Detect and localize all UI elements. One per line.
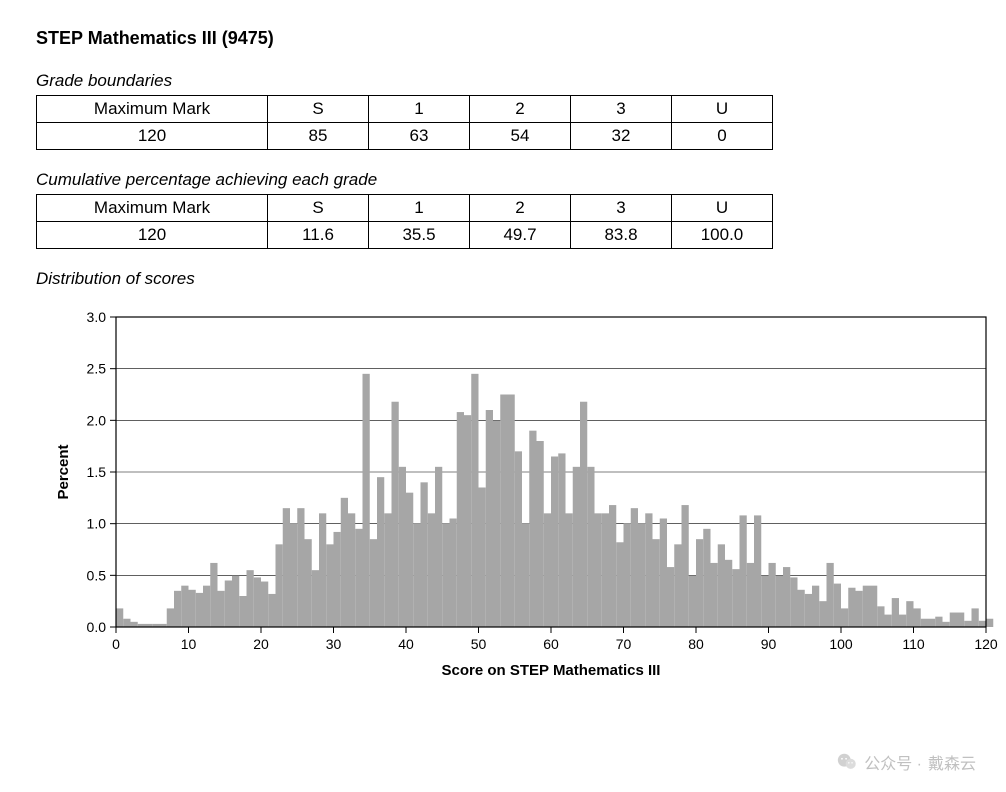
table-cell: Maximum Mark <box>37 195 268 222</box>
histogram-chart: 01020304050607080901001101200.00.51.01.5… <box>36 307 970 687</box>
grade-boundaries-table: Maximum Mark S 1 2 3 U 120 85 63 54 32 0 <box>36 95 773 150</box>
page-title: STEP Mathematics III (9475) <box>36 28 970 49</box>
svg-text:0.5: 0.5 <box>87 567 107 583</box>
table-cell: 83.8 <box>571 222 672 249</box>
table-cell: 35.5 <box>369 222 470 249</box>
svg-text:1.5: 1.5 <box>87 464 107 480</box>
svg-text:2.5: 2.5 <box>87 361 107 377</box>
table-cell: 49.7 <box>470 222 571 249</box>
table-cell: S <box>268 96 369 123</box>
svg-text:Score on STEP Mathematics III: Score on STEP Mathematics III <box>442 662 661 679</box>
table-cell: 100.0 <box>672 222 773 249</box>
table-cell: 3 <box>571 195 672 222</box>
table-cell: 85 <box>268 123 369 150</box>
svg-text:3.0: 3.0 <box>87 309 107 325</box>
cumulative-percentage-table: Maximum Mark S 1 2 3 U 120 11.6 35.5 49.… <box>36 194 773 249</box>
svg-text:30: 30 <box>326 636 342 652</box>
svg-text:90: 90 <box>761 636 777 652</box>
svg-text:110: 110 <box>902 636 925 652</box>
distribution-of-scores-label: Distribution of scores <box>36 269 970 289</box>
table-row: 120 85 63 54 32 0 <box>37 123 773 150</box>
wechat-icon <box>836 751 858 773</box>
svg-text:60: 60 <box>543 636 559 652</box>
table-cell: 1 <box>369 195 470 222</box>
table-row: Maximum Mark S 1 2 3 U <box>37 195 773 222</box>
table-cell: 0 <box>672 123 773 150</box>
svg-text:50: 50 <box>471 636 487 652</box>
table-cell: 54 <box>470 123 571 150</box>
svg-text:40: 40 <box>398 636 414 652</box>
table-cell: 2 <box>470 96 571 123</box>
table-row: Maximum Mark S 1 2 3 U <box>37 96 773 123</box>
svg-text:80: 80 <box>688 636 704 652</box>
cumulative-percentage-label: Cumulative percentage achieving each gra… <box>36 170 970 190</box>
watermark: 公众号 · 戴森云 <box>836 750 976 774</box>
svg-text:2.0: 2.0 <box>87 412 107 428</box>
table-cell: 63 <box>369 123 470 150</box>
watermark-name: 戴森云 <box>928 750 976 774</box>
table-row: 120 11.6 35.5 49.7 83.8 100.0 <box>37 222 773 249</box>
svg-text:1.0: 1.0 <box>87 516 107 532</box>
table-cell: U <box>672 96 773 123</box>
table-cell: 2 <box>470 195 571 222</box>
svg-text:100: 100 <box>829 636 853 652</box>
svg-text:70: 70 <box>616 636 632 652</box>
page-root: STEP Mathematics III (9475) Grade bounda… <box>0 0 1006 792</box>
svg-text:0.0: 0.0 <box>87 619 107 635</box>
histogram-svg: 0 10 20 30 40 50 60 70 80 90 100 110 120 0.0 0.5 1.0 1.5… <box>36 307 1006 687</box>
svg-text:20: 20 <box>253 636 269 652</box>
table-cell: 32 <box>571 123 672 150</box>
svg-text:Percent: Percent <box>55 444 72 499</box>
table-cell: 120 <box>37 222 268 249</box>
svg-text:0: 0 <box>112 636 120 652</box>
table-cell: 1 <box>369 96 470 123</box>
table-cell: Maximum Mark <box>37 96 268 123</box>
table-cell: S <box>268 195 369 222</box>
table-cell: 11.6 <box>268 222 369 249</box>
table-cell: 3 <box>571 96 672 123</box>
watermark-prefix: 公众号 · <box>864 750 922 774</box>
svg-text:10: 10 <box>181 636 197 652</box>
svg-text:120: 120 <box>974 636 998 652</box>
grade-boundaries-label: Grade boundaries <box>36 71 970 91</box>
table-cell: 120 <box>37 123 268 150</box>
table-cell: U <box>672 195 773 222</box>
